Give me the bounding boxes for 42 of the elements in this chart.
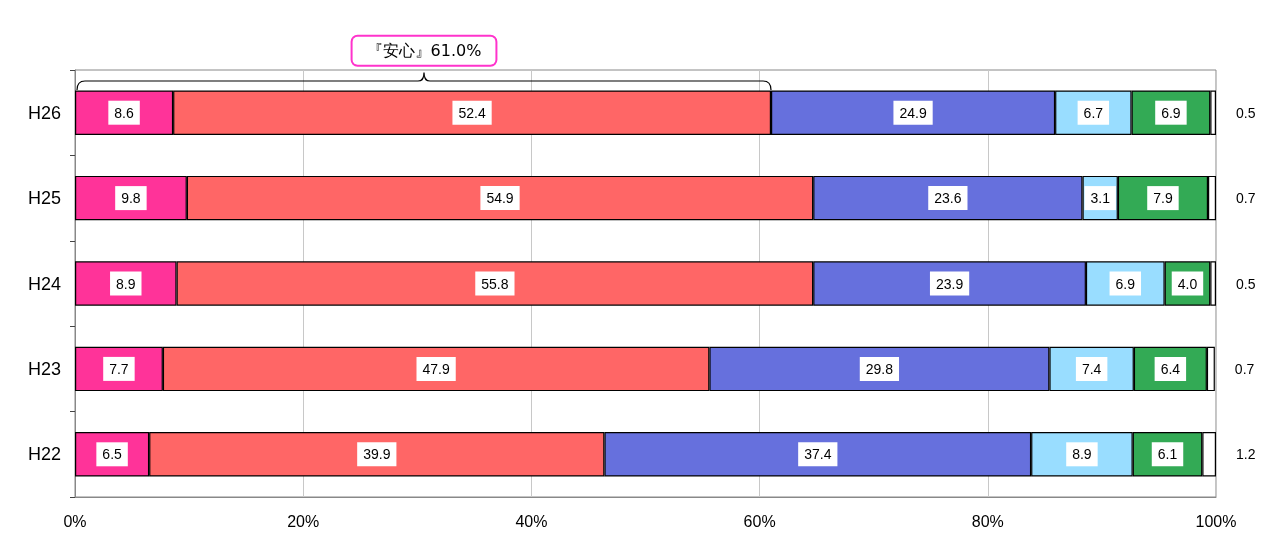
x-tick-label: 100% xyxy=(1195,512,1237,530)
data-label: 47.9 xyxy=(422,360,450,377)
x-tick-label: 80% xyxy=(971,512,1004,530)
data-label: 6.4 xyxy=(1160,360,1181,377)
data-label: 8.6 xyxy=(114,104,134,121)
data-label: 8.9 xyxy=(116,275,136,292)
data-label: 54.9 xyxy=(486,190,514,207)
data-label: 55.8 xyxy=(481,275,509,292)
data-label: 9.8 xyxy=(121,190,141,207)
data-label: 6.9 xyxy=(1161,104,1181,121)
data-label: 6.5 xyxy=(102,446,123,463)
data-label: 24.9 xyxy=(899,104,927,121)
data-label: 7.7 xyxy=(109,360,129,377)
x-tick-label: 20% xyxy=(287,512,320,530)
y-tick-label: H23 xyxy=(27,358,61,379)
data-label: 52.4 xyxy=(458,104,486,121)
data-label: 0.5 xyxy=(1236,104,1256,121)
data-label: 0.7 xyxy=(1236,190,1256,207)
data-label: 1.2 xyxy=(1236,446,1256,463)
text: 『安心』61.0% xyxy=(366,41,482,61)
y-tick-label: H22 xyxy=(27,444,61,465)
x-tick-label: 60% xyxy=(743,512,776,530)
data-label: 39.9 xyxy=(363,446,391,463)
data-label: 7.9 xyxy=(1153,190,1173,207)
data-label: 4.0 xyxy=(1177,275,1198,292)
y-tick-label: H25 xyxy=(27,188,61,209)
data-label: 0.5 xyxy=(1236,275,1256,292)
data-label: 6.7 xyxy=(1083,104,1104,121)
y-tick-label: H26 xyxy=(27,102,61,123)
data-label: 8.9 xyxy=(1072,446,1092,463)
x-tick-label: 0% xyxy=(63,512,87,530)
data-label: 3.1 xyxy=(1090,190,1111,207)
data-label: 29.8 xyxy=(865,360,894,377)
data-label: 23.6 xyxy=(934,190,962,207)
data-label: 6.1 xyxy=(1157,446,1178,463)
y-tick-label: H24 xyxy=(27,273,61,294)
data-label: 6.9 xyxy=(1115,275,1136,292)
data-label: 23.9 xyxy=(935,275,964,292)
data-label: 0.7 xyxy=(1234,360,1255,377)
data-label: 37.4 xyxy=(804,446,832,463)
data-label: 7.4 xyxy=(1081,360,1102,377)
x-tick-label: 40% xyxy=(515,512,548,530)
